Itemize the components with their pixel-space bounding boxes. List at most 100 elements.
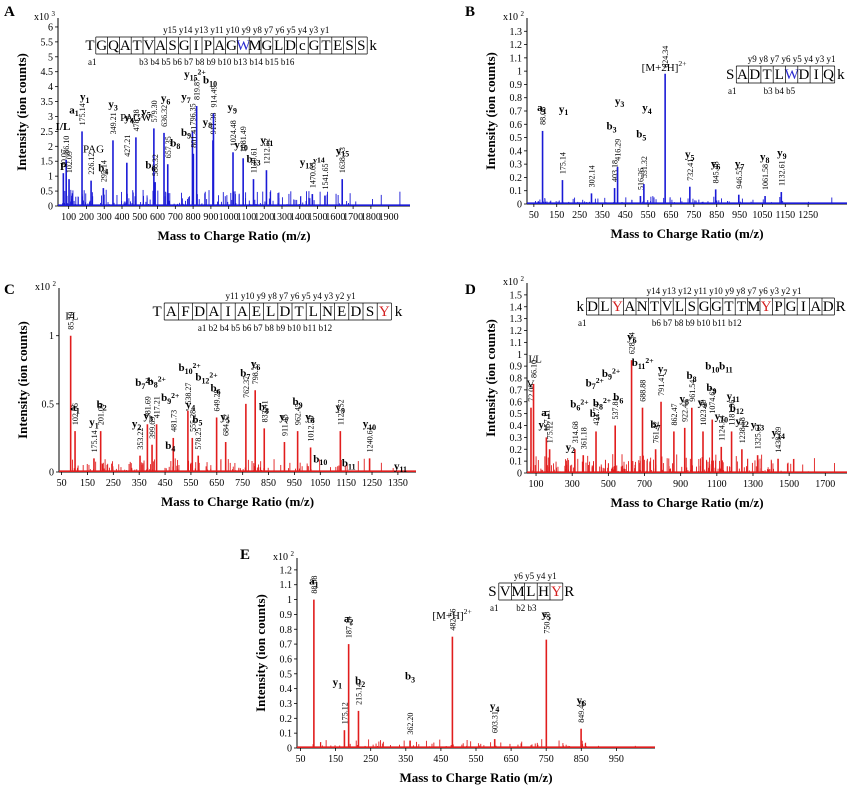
residue: I [226, 304, 231, 320]
x-axis-title: Mass to Charge Ratio (m/z) [161, 494, 314, 509]
ion-label: y8 [305, 411, 315, 425]
residue: Q [108, 38, 119, 54]
mz-label: 215.14 [354, 683, 363, 705]
ion-label: b3 [607, 121, 617, 135]
x-tick-label: 350 [132, 478, 147, 489]
mz-label: 801.41 [189, 126, 198, 148]
y-axis-title: Intensity (ion counts) [483, 52, 498, 170]
mz-label: 911.45 [280, 414, 289, 436]
ion-label: b5 [636, 129, 646, 143]
residue: Y [761, 299, 772, 315]
residue: P [204, 38, 212, 54]
y-axis-title: Intensity (ion counts) [15, 321, 30, 439]
residue: E [333, 38, 342, 54]
mz-label: 226.12 [87, 153, 96, 175]
ion-label: y14 [772, 427, 785, 441]
ion-label: b5 [192, 414, 202, 428]
x-tick-label: 600 [150, 212, 165, 223]
mz-label: 732.41 [686, 159, 695, 181]
ion-label: y9 [777, 147, 787, 161]
y-tick-label: 1 [517, 350, 522, 361]
residue: G [261, 38, 272, 54]
ion-label: y6 [577, 694, 587, 708]
y-tick-label: 1 [517, 67, 522, 78]
mz-label: 187.14 [345, 616, 354, 638]
ion-label: b3 [405, 671, 415, 685]
ion-label: y8 [203, 116, 213, 130]
residue: E [252, 304, 261, 320]
residue: A [208, 304, 219, 320]
ion-label: PAGW [120, 112, 152, 124]
residue: I [814, 67, 819, 83]
y-tick-label: 0 [517, 200, 522, 211]
ion-label: y2 [132, 418, 142, 432]
y-ion-series: y6 y5 y4 y1 [514, 571, 557, 581]
mz-label: 85.10 [67, 312, 76, 330]
mz-label: 482.76 [448, 609, 457, 631]
y-tick-label: 0 [517, 469, 522, 480]
ion-label: y6 [711, 158, 721, 172]
x-tick-label: 1500 [308, 212, 328, 223]
ion-label: V [527, 379, 535, 391]
residue: S [488, 584, 496, 600]
x-tick-label: 750 [235, 478, 250, 489]
mz-label: 72.08 [527, 384, 536, 402]
y-tick-label: 0.6 [510, 397, 523, 408]
residue: A [166, 304, 177, 320]
mz-label: 175.14 [558, 152, 567, 174]
x-tick-label: 1150 [336, 478, 356, 489]
y-tick-label: 0.3 [280, 699, 293, 710]
residue: S [726, 67, 734, 83]
ion-label: a1 [309, 576, 319, 590]
residue: D [350, 304, 361, 320]
mz-label: 403.18 [611, 160, 620, 182]
mz-label: 914.49 [209, 85, 218, 107]
residue: S [688, 299, 696, 315]
x-tick-label: 1100 [707, 479, 727, 490]
x-axis-title: Mass to Charge Ratio (m/z) [610, 226, 763, 241]
y-tick-label: 0.7 [280, 640, 293, 651]
mz-label: 102.06 [71, 403, 80, 425]
ion-label: y6 [251, 358, 261, 372]
ion-label: y13 [751, 419, 764, 433]
mz-label: 1061.58 [761, 164, 770, 190]
x-tick-label: 50 [57, 478, 67, 489]
mz-label: 1074.62 [708, 388, 717, 414]
x-tick-label: 900 [203, 212, 218, 223]
ion-label: b82+ [593, 396, 611, 411]
b-ion-series: b3 b4 b5 b6 b7 b8 b9 b10 b13 b14 b15 b16 [139, 57, 295, 67]
residue: T [724, 299, 733, 315]
residue: T [737, 299, 746, 315]
x-tick-label: 1700 [343, 212, 363, 223]
y-tick-label: 1.2 [280, 565, 293, 576]
residue: S [345, 38, 353, 54]
residue: G [711, 299, 722, 315]
mz-label: 1240.61 [366, 426, 375, 452]
residue: M [747, 299, 760, 315]
ion-label: b102+ [179, 361, 201, 376]
residue: R [836, 299, 846, 315]
residue: k [837, 67, 845, 83]
ion-label: b7 [240, 368, 250, 382]
ion-label: y11 [727, 390, 740, 404]
mz-label: 761.42 [652, 421, 661, 443]
ion-label: y2 [566, 441, 576, 455]
x-tick-label: 650 [664, 210, 679, 221]
y-ion-series: y14 y13 y12 y11 y10 y9 y8 y7 y6 y3 y2 y1 [647, 286, 802, 296]
ion-label: y1 [89, 417, 99, 431]
ion-label: y1 [80, 91, 90, 105]
y-tick-label: 2 [48, 142, 53, 153]
mz-label: 416.29 [614, 139, 623, 161]
x-tick-label: 900 [673, 479, 688, 490]
ion-label: y9 [335, 402, 345, 416]
ion-label: b10 [313, 453, 327, 467]
residue: L [266, 304, 275, 320]
x-tick-label: 850 [709, 210, 724, 221]
ion-label: y1 [539, 419, 549, 433]
y-tick-label: 0.5 [41, 187, 54, 198]
x-tick-label: 300 [565, 479, 580, 490]
residue: Q [823, 67, 834, 83]
mz-label: 88.08 [539, 107, 548, 125]
residue: L [600, 299, 609, 315]
